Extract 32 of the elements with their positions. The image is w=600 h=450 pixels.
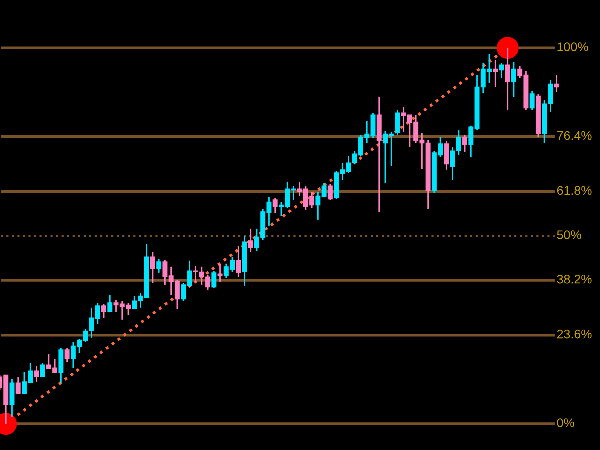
ref-line-label: 0% — [557, 418, 574, 428]
candlestick — [34, 365, 40, 383]
ref-line-label: 38.2% — [557, 274, 592, 284]
candlestick — [16, 376, 21, 395]
ref-line-label: 76.4% — [557, 131, 592, 140]
candlestick — [236, 246, 242, 278]
candlestick — [150, 252, 156, 284]
ref-line-label: 100% — [558, 42, 588, 52]
candlestick — [218, 263, 223, 283]
ref-line-label: 23.6% — [557, 330, 592, 339]
candlestick — [248, 228, 254, 253]
candlestick — [462, 134, 468, 153]
candlestick — [499, 62, 504, 79]
candlestick — [328, 184, 333, 201]
candlestick — [64, 347, 70, 363]
candlestick — [554, 74, 560, 93]
candlestick — [108, 294, 113, 313]
candlestick — [444, 140, 450, 171]
candlestick — [530, 90, 535, 111]
candlestick — [102, 303, 107, 319]
ref-line-label: 50% — [557, 230, 582, 240]
candlestick — [40, 362, 46, 378]
candlestick — [58, 347, 64, 384]
candlestick — [156, 258, 162, 274]
candlestick — [493, 59, 498, 88]
candlestick — [10, 378, 15, 418]
candlestick — [505, 47, 510, 111]
candlestick — [395, 109, 400, 136]
ref-line-label: 61.8% — [557, 186, 592, 196]
candlestick — [212, 270, 217, 289]
candlestick — [272, 197, 278, 214]
candlestick — [511, 61, 516, 98]
